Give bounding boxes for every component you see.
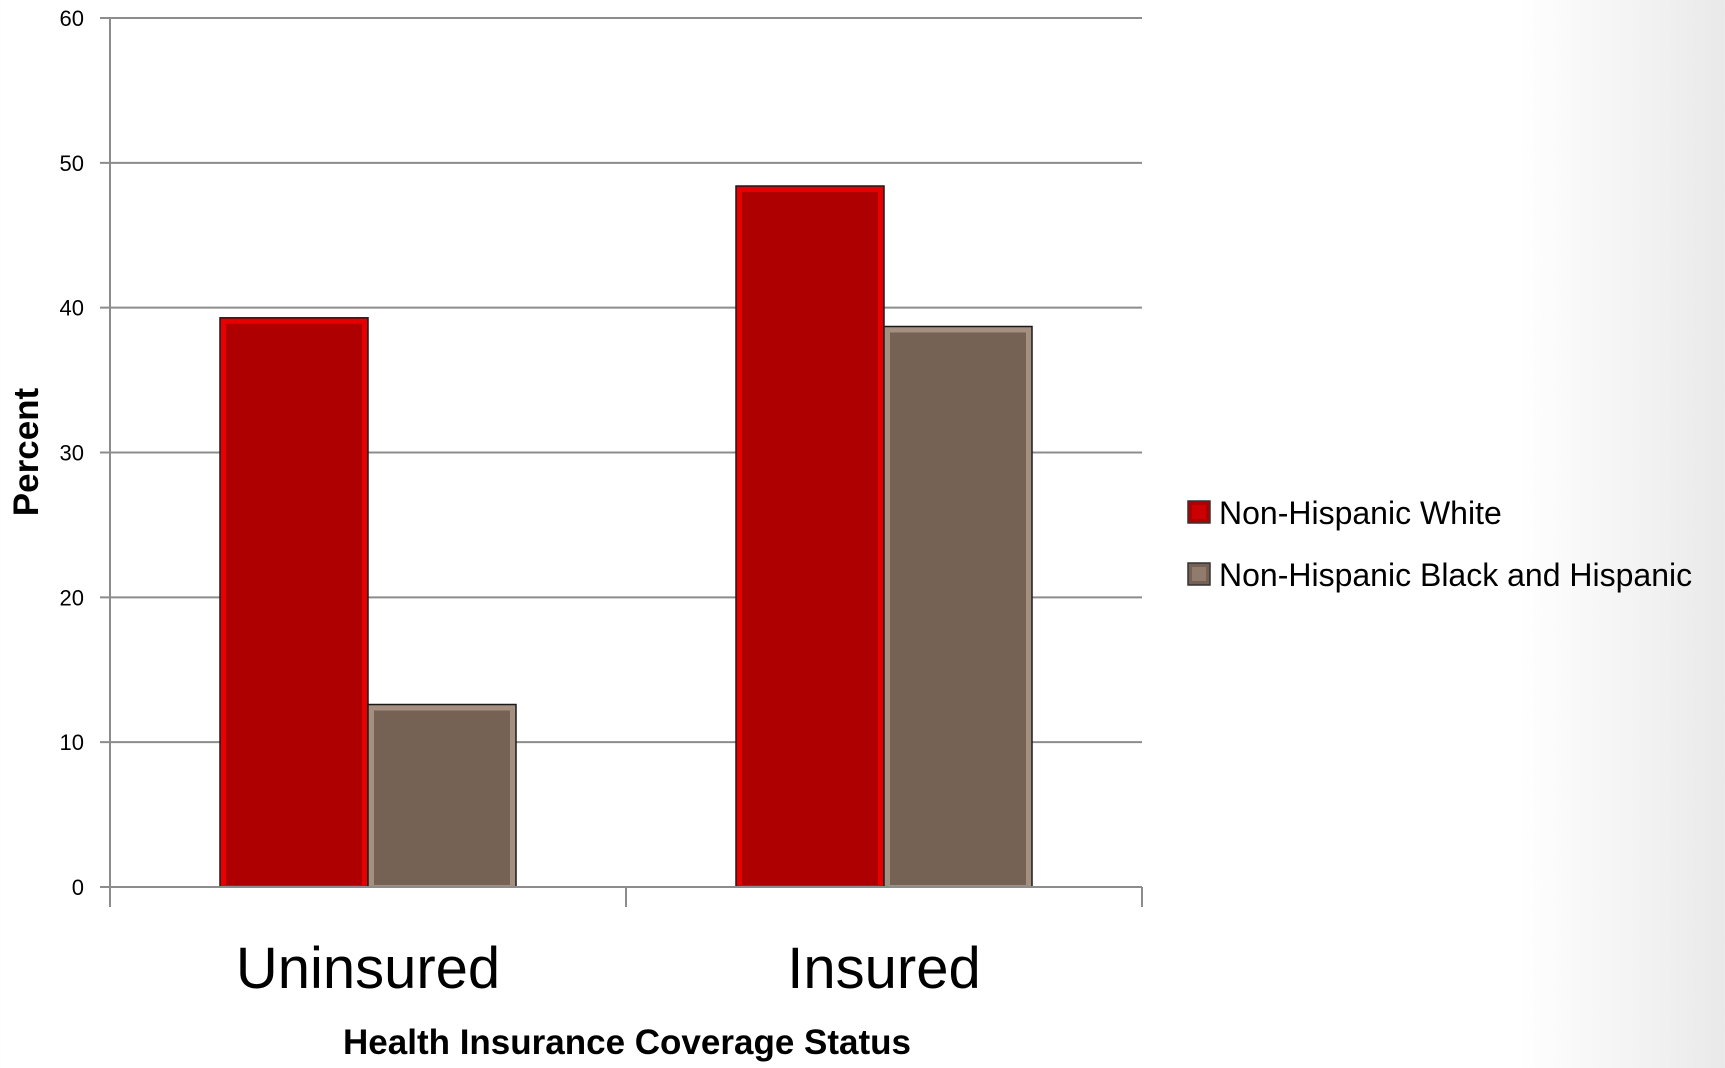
legend-item-2: Non-Hispanic Black and Hispanic	[1187, 557, 1692, 593]
y-tick-label-10: 10	[60, 730, 84, 755]
y-tick-label-20: 20	[60, 585, 84, 610]
legend-label-1: Non-Hispanic White	[1219, 495, 1502, 531]
bar-uninsured-2	[367, 703, 517, 888]
legend-item-1: Non-Hispanic White	[1187, 495, 1502, 531]
y-tick-labels: 0 10 20 30 40 50 60	[60, 6, 84, 900]
x-category-label-insured: Insured	[787, 936, 980, 1001]
y-tick-label-0: 0	[72, 875, 84, 900]
y-tick-label-40: 40	[60, 296, 84, 321]
axes	[109, 18, 1143, 907]
x-category-labels: Uninsured Insured	[236, 936, 981, 1001]
y-tick-label-50: 50	[60, 151, 84, 176]
y-tick-label-60: 60	[60, 6, 84, 31]
legend: Non-Hispanic White Non-Hispanic Black and…	[1187, 495, 1692, 593]
bars	[219, 185, 1033, 888]
y-tick-label-30: 30	[60, 441, 84, 466]
bar-uninsured-1	[219, 317, 369, 888]
bar-insured-2	[883, 325, 1033, 888]
x-axis-title: Health Insurance Coverage Status	[343, 1023, 911, 1062]
legend-label-2: Non-Hispanic Black and Hispanic	[1219, 557, 1692, 593]
y-axis-title: Percent	[7, 387, 46, 516]
x-category-label-uninsured: Uninsured	[236, 936, 500, 1001]
bar-insured-1	[735, 185, 885, 888]
